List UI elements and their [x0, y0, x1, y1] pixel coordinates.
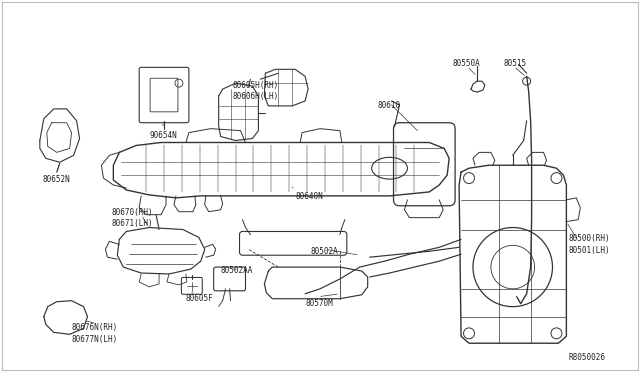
Text: 80502A: 80502A — [310, 247, 338, 256]
Text: 80570M: 80570M — [305, 299, 333, 308]
Text: R8050026: R8050026 — [568, 353, 605, 362]
Text: 80676N(RH)
80677N(LH): 80676N(RH) 80677N(LH) — [72, 323, 118, 344]
Text: 80502AA: 80502AA — [221, 266, 253, 275]
Text: 80500(RH)
80501(LH): 80500(RH) 80501(LH) — [568, 234, 610, 254]
Text: 80640N: 80640N — [295, 192, 323, 201]
Text: 80610: 80610 — [378, 101, 401, 110]
Text: 80605H(RH)
80606H(LH): 80605H(RH) 80606H(LH) — [232, 81, 279, 101]
Text: 80550A: 80550A — [452, 60, 480, 68]
Text: 80515: 80515 — [504, 60, 527, 68]
Text: 90654N: 90654N — [149, 131, 177, 140]
Text: 80670(RH)
80671(LH): 80670(RH) 80671(LH) — [111, 208, 153, 228]
Text: 80605F: 80605F — [186, 294, 214, 303]
Text: 80652N: 80652N — [43, 175, 70, 184]
